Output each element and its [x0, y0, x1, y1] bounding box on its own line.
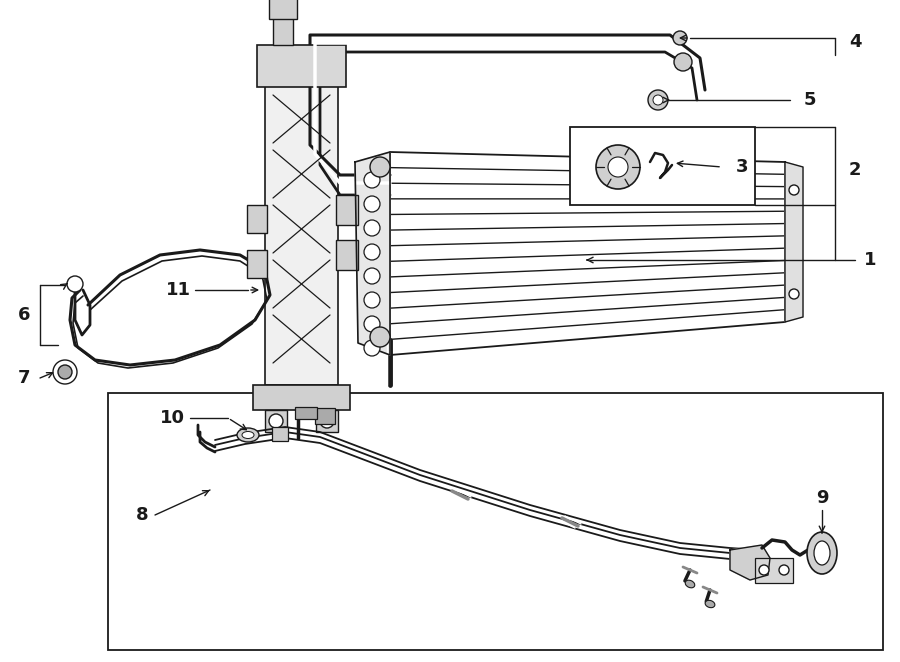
Bar [265, 410, 287, 432]
Ellipse shape [705, 600, 715, 608]
Bar [257, 45, 346, 87]
Circle shape [653, 95, 663, 105]
Circle shape [364, 220, 380, 236]
Circle shape [759, 565, 769, 575]
Polygon shape [730, 545, 770, 580]
Bar [273, 15, 293, 45]
Text: 5: 5 [804, 91, 816, 109]
Text: 7: 7 [18, 369, 31, 387]
Ellipse shape [242, 432, 254, 438]
Circle shape [789, 185, 799, 195]
Ellipse shape [814, 541, 830, 565]
Bar [755, 558, 793, 583]
Bar [269, 0, 297, 19]
Circle shape [370, 327, 390, 347]
Text: 1: 1 [864, 251, 877, 269]
Polygon shape [355, 152, 390, 355]
Circle shape [789, 289, 799, 299]
Circle shape [58, 365, 72, 379]
Circle shape [364, 268, 380, 284]
Bar [570, 127, 755, 205]
Text: 4: 4 [849, 33, 861, 51]
Text: 8: 8 [136, 506, 149, 524]
Circle shape [67, 276, 83, 292]
Circle shape [370, 157, 390, 177]
Circle shape [364, 172, 380, 188]
Circle shape [608, 157, 628, 177]
Bar [336, 240, 358, 270]
Circle shape [596, 145, 640, 189]
Polygon shape [785, 162, 803, 322]
Text: 3: 3 [736, 158, 748, 176]
Bar [315, 408, 335, 424]
Bar [108, 393, 883, 650]
Ellipse shape [237, 428, 259, 442]
Text: 9: 9 [815, 489, 828, 507]
Circle shape [364, 292, 380, 308]
Bar [336, 195, 358, 225]
Circle shape [269, 414, 283, 428]
Circle shape [364, 196, 380, 212]
Circle shape [364, 340, 380, 356]
Bar [295, 407, 317, 419]
Ellipse shape [685, 580, 695, 588]
Text: 6: 6 [18, 306, 31, 324]
Circle shape [648, 90, 668, 110]
Text: 11: 11 [166, 281, 191, 299]
Text: 2: 2 [849, 161, 861, 179]
Ellipse shape [807, 532, 837, 574]
Circle shape [320, 414, 334, 428]
Polygon shape [390, 152, 785, 355]
Bar [253, 385, 350, 410]
Bar [272, 427, 288, 441]
Bar [316, 410, 338, 432]
Circle shape [364, 316, 380, 332]
Bar [265, 85, 338, 385]
Bar [247, 205, 267, 233]
Circle shape [364, 244, 380, 260]
Bar [247, 250, 267, 278]
Circle shape [674, 53, 692, 71]
Circle shape [673, 31, 687, 45]
Text: 10: 10 [159, 409, 184, 427]
Circle shape [779, 565, 789, 575]
Circle shape [53, 360, 77, 384]
